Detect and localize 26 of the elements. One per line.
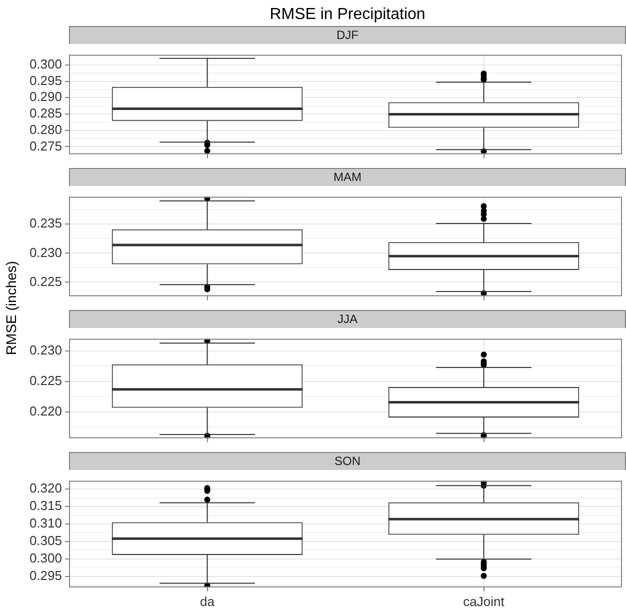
chart-subtitle: SON (69, 452, 626, 470)
chart-subtitle: JJA (69, 310, 626, 328)
y-tick-label: 0.230 (29, 342, 62, 358)
y-tick-label: 0.220 (29, 404, 62, 419)
y-tick-label: 0.280 (29, 122, 62, 137)
y-tick-label: 0.225 (29, 373, 62, 388)
y-tick-label: 0.315 (29, 498, 62, 514)
y-tick-label: 0.295 (29, 568, 62, 583)
y-tick-label: 0.285 (29, 106, 62, 121)
y-tick-label: 0.235 (29, 216, 62, 231)
chart-title: RMSE in Precipitation (268, 5, 426, 25)
y-tick-label: 0.225 (29, 274, 62, 289)
y-tick-label: 0.300 (29, 56, 62, 72)
y-tick-label: 0.290 (29, 89, 62, 104)
chart-subtitle: DJF (69, 26, 626, 44)
chart-subtitle: MAM (69, 168, 626, 186)
y-tick-label: 0.230 (29, 244, 62, 260)
y-tick-label: 0.300 (29, 550, 62, 566)
y-tick-label: 0.320 (29, 480, 62, 496)
y-tick-label: 0.310 (29, 516, 62, 531)
x-tick-label: da (200, 594, 216, 609)
y-axis-title: RMSE (inches) (3, 260, 20, 355)
x-tick-label: caJoint (463, 594, 505, 609)
y-tick-label: 0.275 (29, 138, 62, 154)
y-tick-label: 0.305 (29, 532, 62, 548)
y-tick-label: 0.295 (29, 72, 62, 88)
